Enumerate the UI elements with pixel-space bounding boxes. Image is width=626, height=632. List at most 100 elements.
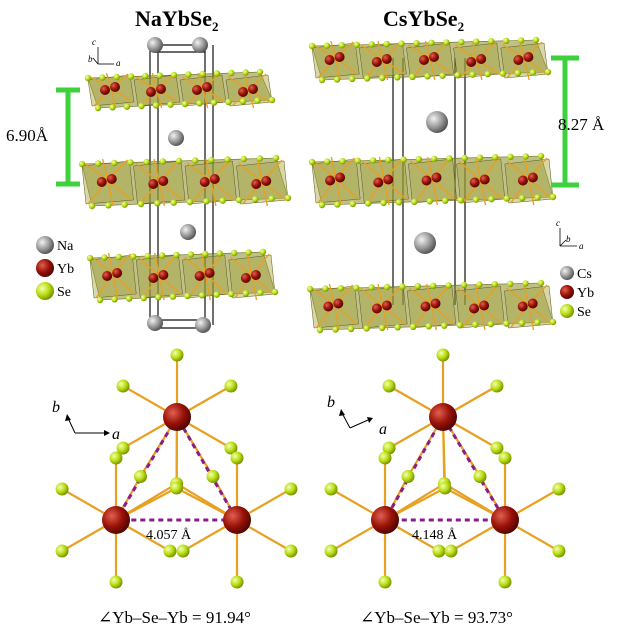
yb-se-bond <box>455 44 478 61</box>
se-atom <box>256 68 264 76</box>
yb-se-bond <box>334 57 342 81</box>
yb-se-bond <box>360 287 384 308</box>
se-atom <box>522 153 529 160</box>
yb-atom <box>381 54 392 64</box>
yb-se-bond <box>311 287 335 306</box>
yb-atom <box>156 84 166 94</box>
se-atom <box>537 152 545 160</box>
se-atom <box>158 252 166 259</box>
se-atom <box>426 198 433 205</box>
se-atom <box>385 156 392 164</box>
se-atom <box>324 158 331 165</box>
svg-text:c: c <box>92 37 96 47</box>
yb-se-bond <box>377 283 384 307</box>
yb-yb-distance-nayb: 4.057 Å <box>146 527 192 543</box>
se-atom <box>368 284 375 291</box>
panel-title-csyb: CsYbSe2 <box>383 6 464 34</box>
yb-atom <box>238 87 248 97</box>
yb-atom <box>199 177 210 187</box>
se-atom <box>228 290 235 298</box>
se-atom <box>498 575 512 589</box>
svg-text:Yb: Yb <box>577 286 594 301</box>
se-atom <box>383 40 390 48</box>
yb-atom <box>204 268 215 278</box>
se-atom <box>316 326 324 334</box>
yb-yb-distance-csyb: 4.148 Å <box>412 527 458 543</box>
na-atom <box>180 224 196 240</box>
se-atom <box>364 75 371 82</box>
se-atom <box>284 194 292 202</box>
se-atom <box>111 159 118 167</box>
se-atom <box>378 451 392 465</box>
se-atom <box>425 323 432 330</box>
se-atom <box>438 481 452 495</box>
yb-atom <box>476 54 487 64</box>
se-atom <box>457 197 464 204</box>
se-atom <box>332 326 339 333</box>
se-atom <box>532 36 540 44</box>
yb-atom <box>335 172 346 183</box>
yb-se-bond <box>523 57 530 81</box>
se-atom <box>415 156 423 163</box>
yb-atom <box>421 175 432 186</box>
yb-se-bond <box>528 304 535 331</box>
se-atom <box>492 154 499 161</box>
se-atom <box>155 294 162 301</box>
se-atom <box>84 74 92 82</box>
se-atom <box>111 296 118 303</box>
se-atom <box>458 38 465 46</box>
se-atom <box>432 544 446 558</box>
se-atom <box>254 97 261 104</box>
se-atom <box>368 41 375 48</box>
yb-atom <box>429 52 439 62</box>
yb-atom <box>333 298 344 309</box>
yb-se-bond <box>528 178 535 206</box>
yb-se-bond <box>475 156 482 181</box>
se-atom <box>514 69 522 77</box>
se-atom <box>322 285 329 292</box>
yb-se-bond <box>383 180 390 206</box>
se-atom <box>534 319 541 326</box>
se-atom <box>116 379 130 393</box>
svg-text:b: b <box>52 399 60 416</box>
yb-se-bond <box>328 283 335 305</box>
yb-atom <box>102 506 130 534</box>
se-atom <box>399 283 406 290</box>
legend-csyb: Cs Yb Se <box>560 266 594 320</box>
se-atom <box>109 104 116 111</box>
se-atom <box>473 470 487 483</box>
se-atom <box>549 318 557 326</box>
se-atom <box>353 284 360 291</box>
yb-se-bond <box>156 89 163 109</box>
se-atom <box>382 441 396 455</box>
yb-se-bond <box>474 283 481 307</box>
triangle-motif-nayb <box>55 348 298 589</box>
se-atom <box>411 198 418 205</box>
yb-atom <box>202 82 212 92</box>
se-atom <box>268 96 276 104</box>
yb-se-bond <box>107 179 114 207</box>
legend-nayb: Na Yb Se <box>36 236 74 300</box>
yb-se-bond <box>248 89 255 109</box>
lattice-axes-nayb: b a <box>52 399 120 443</box>
yb-se-layer <box>78 154 292 210</box>
se-atom <box>105 202 112 209</box>
yb-se-bond <box>238 162 263 183</box>
se-atom <box>552 482 566 496</box>
se-atom <box>224 379 238 393</box>
yb-atom <box>240 273 251 283</box>
se-atom <box>394 324 401 331</box>
se-atom <box>498 451 512 465</box>
se-atom <box>549 193 557 201</box>
se-atom <box>216 250 223 257</box>
se-atom <box>86 254 94 262</box>
se-atom <box>196 100 203 107</box>
se-atom <box>401 470 415 483</box>
legend-item-yb: Yb <box>560 285 594 301</box>
se-atom <box>430 155 438 162</box>
se-atom <box>552 544 566 558</box>
se-atom <box>225 98 232 106</box>
yb-se-bond <box>430 304 438 331</box>
yb-se-bond <box>333 304 340 331</box>
se-atom <box>213 70 221 77</box>
